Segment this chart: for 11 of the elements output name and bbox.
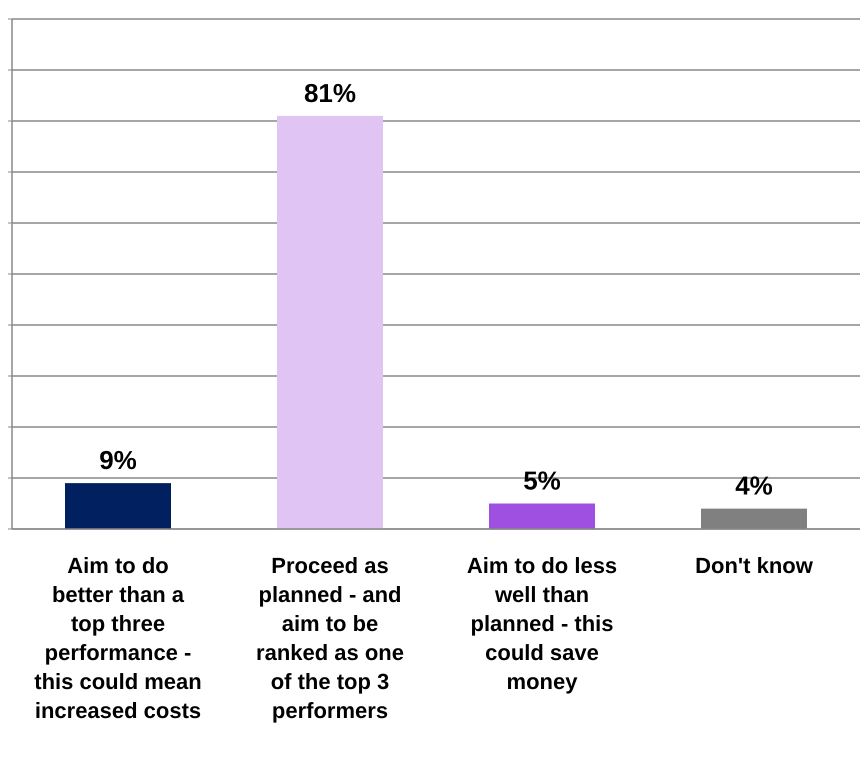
data-label: 5% <box>523 466 561 496</box>
x-tick-label: Proceed as planned - and aim to be ranked as one of the top 3 performers <box>256 553 404 723</box>
x-tick-label: Aim to do better than a top three performance - this could mean increased costs <box>34 553 202 723</box>
bar <box>489 504 595 529</box>
data-label: 9% <box>99 445 137 476</box>
bar <box>65 483 171 529</box>
data-label: 81% <box>304 78 356 108</box>
bar <box>277 116 383 529</box>
data-label: 4% <box>735 470 773 501</box>
x-tick-label: Aim to do less well than planned - this could save money <box>466 553 618 694</box>
x-tick-label: Don't know <box>695 553 814 578</box>
